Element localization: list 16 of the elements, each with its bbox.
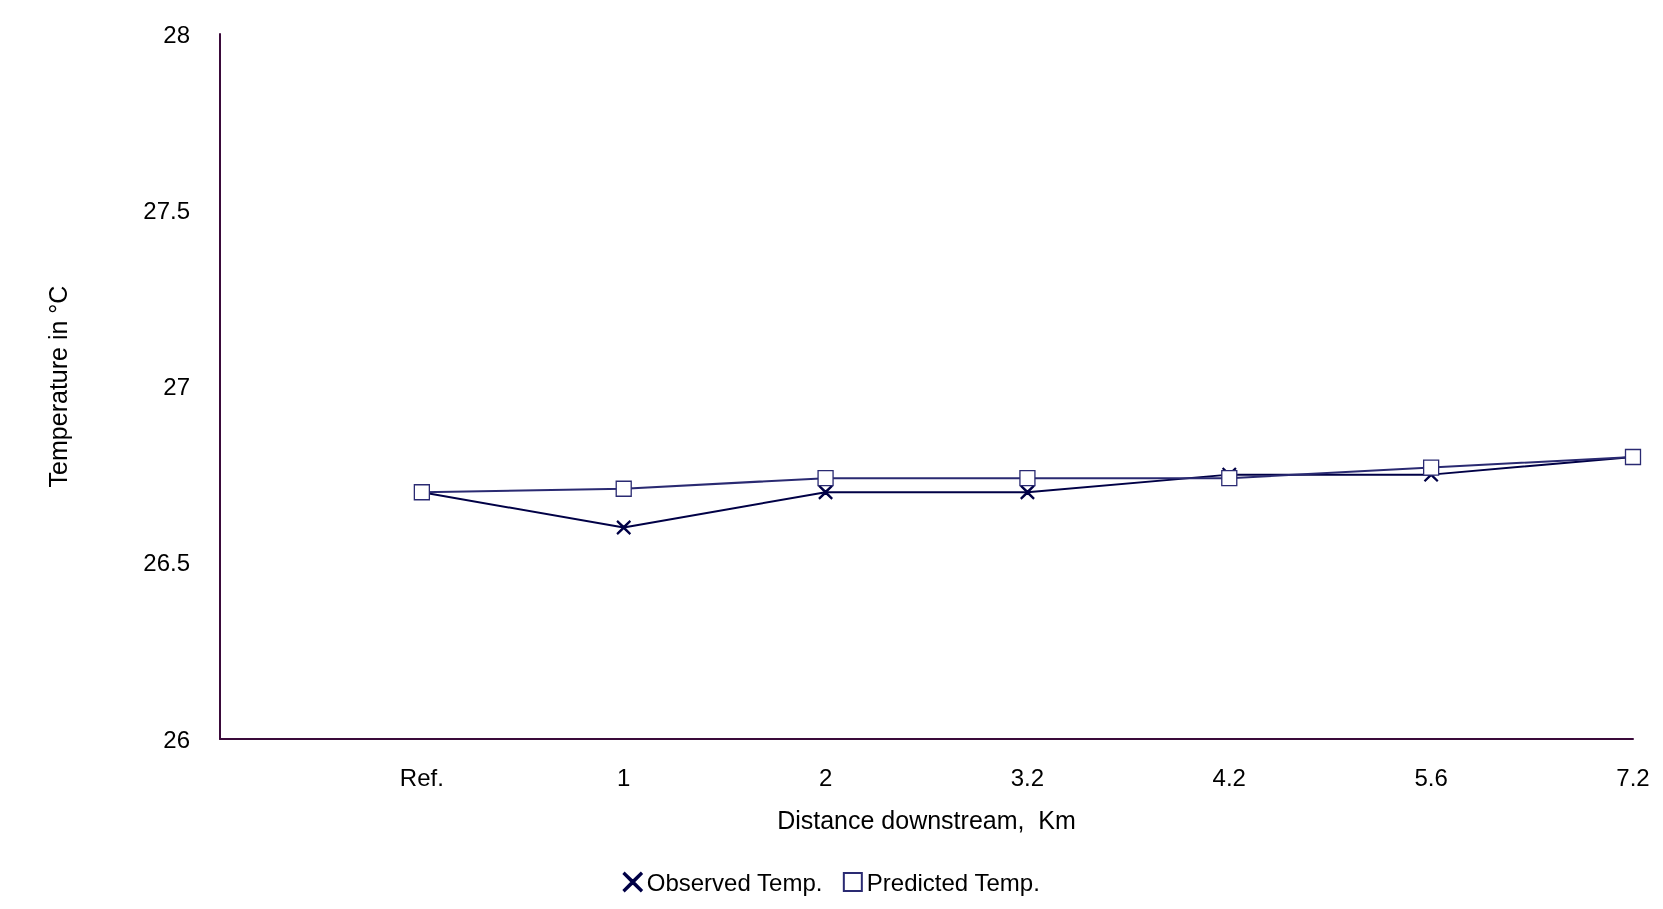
x-tick-label: 5.6 bbox=[1414, 763, 1448, 791]
legend-label: Predicted Temp. bbox=[866, 868, 1040, 896]
x-axis-title: Distance downstream, Km bbox=[777, 805, 1076, 834]
x-tick-label: 2 bbox=[818, 763, 833, 791]
y-tick-label: 28 bbox=[163, 20, 190, 48]
y-tick-label: 26.5 bbox=[143, 549, 190, 577]
x-tick-label: 7.2 bbox=[1616, 763, 1650, 791]
y-axis-title: Temperature in °C bbox=[43, 285, 72, 488]
y-tick-label: 27.5 bbox=[143, 196, 190, 224]
x-tick-label: Ref. bbox=[399, 763, 444, 791]
x-tick-label: 4.2 bbox=[1212, 763, 1246, 791]
legend-label: Observed Temp. bbox=[646, 868, 823, 896]
y-tick-label: 26 bbox=[163, 725, 190, 753]
y-tick-label: 27 bbox=[163, 373, 190, 400]
x-tick-label: 1 bbox=[617, 763, 631, 791]
x-tick-label: 3.2 bbox=[1010, 763, 1045, 791]
